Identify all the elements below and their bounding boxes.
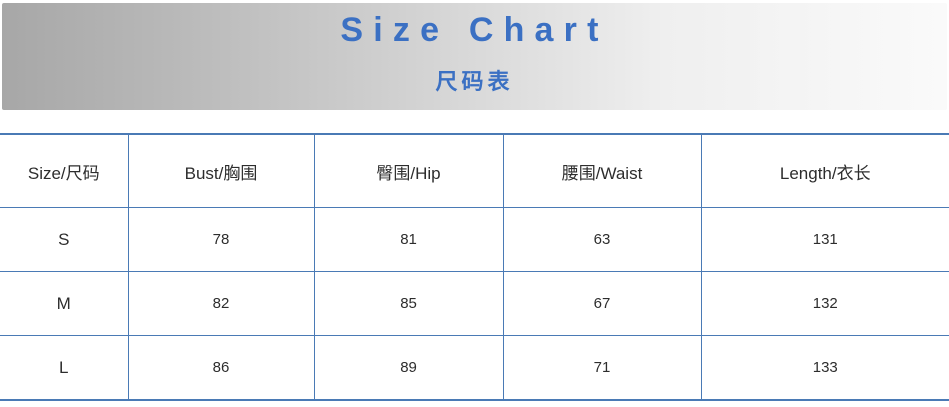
cell-s-size: S <box>0 207 129 272</box>
table-row-s: S 78 81 63 131 <box>0 207 949 272</box>
cell-m-hip: 85 <box>313 271 504 336</box>
header-cell-waist: 腰围/Waist <box>502 134 701 208</box>
cell-m-size: M <box>0 271 129 336</box>
table-row-m: M 82 85 67 132 <box>0 271 949 336</box>
size-chart-table: Size/尺码 Bust/胸围 臀围/Hip 腰围/Waist Length/衣… <box>0 133 949 401</box>
page-title: Size Chart <box>340 11 609 49</box>
cell-m-bust: 82 <box>127 271 315 336</box>
cell-l-waist: 71 <box>502 335 701 401</box>
cell-l-length: 133 <box>700 335 949 401</box>
page-subtitle: 尺码表 <box>435 69 514 94</box>
cell-s-length: 131 <box>700 207 949 272</box>
cell-m-waist: 67 <box>502 271 701 336</box>
cell-l-bust: 86 <box>127 335 315 401</box>
header-cell-length: Length/衣长 <box>700 134 949 208</box>
table-header-row: Size/尺码 Bust/胸围 臀围/Hip 腰围/Waist Length/衣… <box>0 134 949 208</box>
cell-s-hip: 81 <box>313 207 504 272</box>
header-cell-size: Size/尺码 <box>0 134 129 208</box>
table-row-l: L 86 89 71 133 <box>0 335 949 401</box>
cell-l-hip: 89 <box>313 335 504 401</box>
header-cell-hip: 臀围/Hip <box>313 134 504 208</box>
cell-l-size: L <box>0 335 129 401</box>
header-cell-bust: Bust/胸围 <box>127 134 315 208</box>
cell-s-waist: 63 <box>502 207 701 272</box>
header-banner: Size Chart 尺码表 <box>2 3 947 110</box>
cell-s-bust: 78 <box>127 207 315 272</box>
cell-m-length: 132 <box>700 271 949 336</box>
